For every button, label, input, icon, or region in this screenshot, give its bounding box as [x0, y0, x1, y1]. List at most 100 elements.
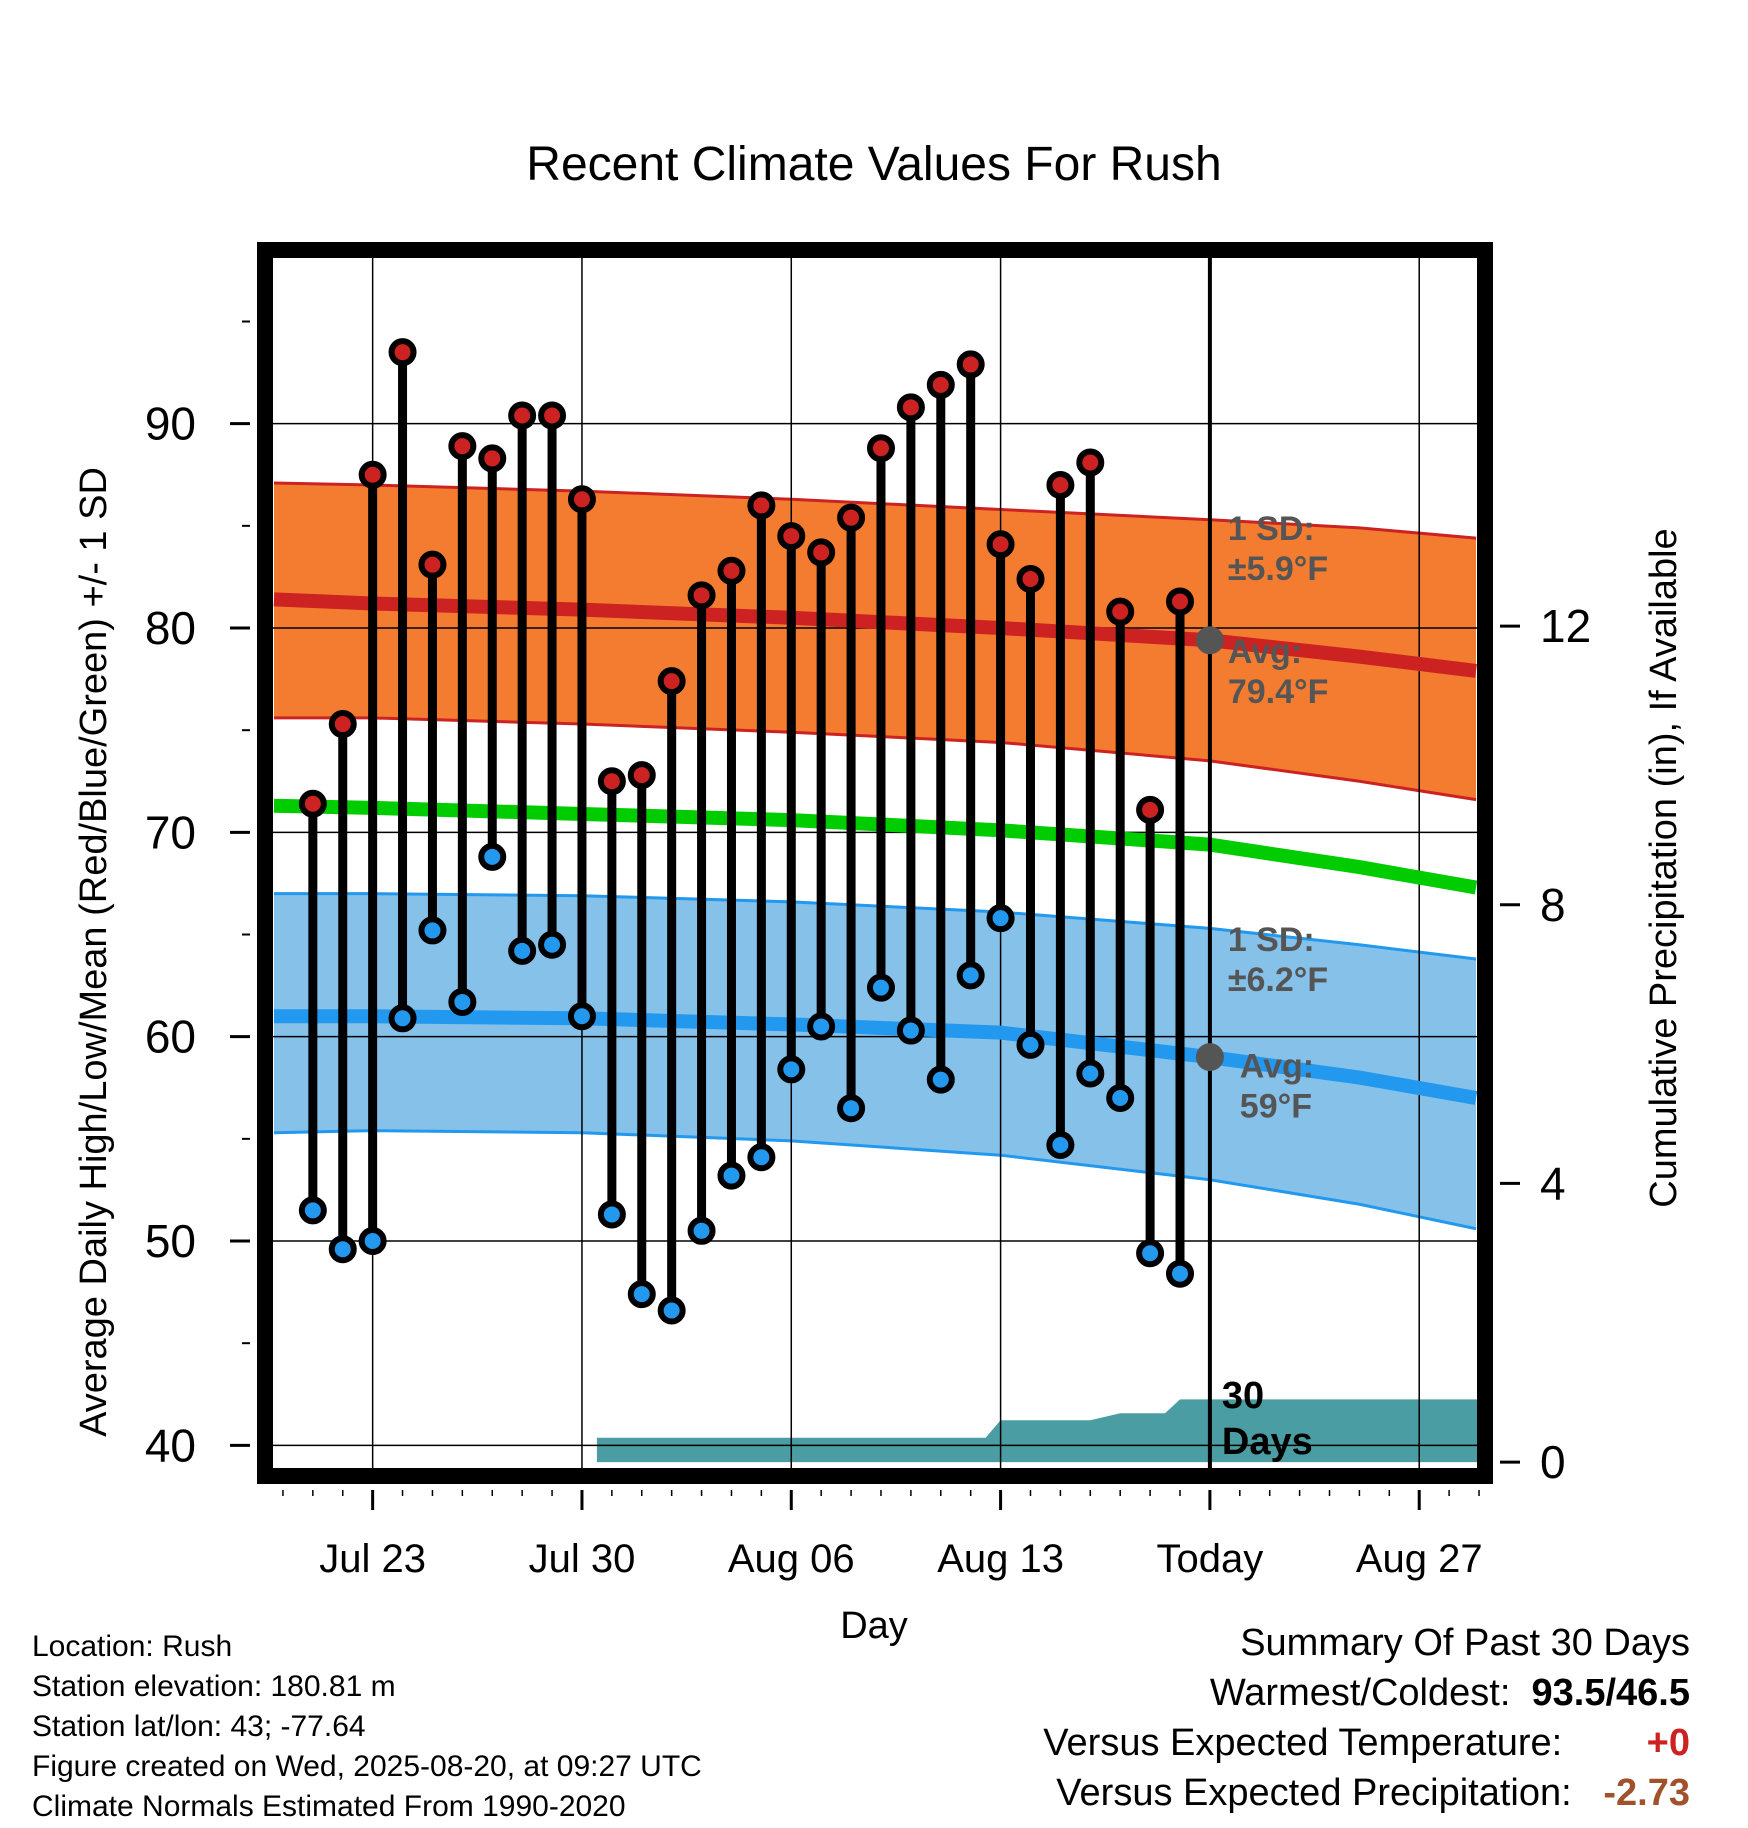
- sd-annotation: 1 SD:: [1228, 510, 1315, 548]
- y-tick-label: 90: [145, 398, 196, 450]
- sd-annotation: Avg:: [1240, 1048, 1314, 1086]
- summary-precip: Versus Expected Precipitation: -2.73: [1056, 1772, 1690, 1815]
- warmest-value: 93.5/46.5: [1531, 1672, 1690, 1714]
- high-sd-upper-line: [273, 481, 1477, 540]
- high-point: [896, 393, 925, 422]
- x-tick-label: Aug 06: [728, 1537, 855, 1581]
- high-point: [866, 434, 895, 463]
- high-point: [478, 444, 507, 473]
- low-point: [418, 916, 447, 945]
- created-line: Figure created on Wed, 2025-08-20, at 09…: [32, 1750, 702, 1783]
- low-point: [478, 842, 507, 871]
- high-point: [1046, 470, 1075, 499]
- low-sd-lower-line: [273, 1129, 1477, 1231]
- elevation-line: Station elevation: 180.81 m: [32, 1670, 396, 1703]
- temp-label: Versus Expected Temperature:: [1043, 1722, 1563, 1764]
- high-point: [747, 491, 776, 520]
- high-point: [956, 350, 985, 379]
- high-point: [1166, 587, 1194, 616]
- y2-tick-label: 4: [1540, 1157, 1566, 1209]
- low-point: [358, 1227, 387, 1256]
- high-sd-lower-line: [273, 716, 1477, 802]
- low-point: [807, 1012, 836, 1041]
- low-point: [1166, 1259, 1194, 1288]
- sd-annotation: ±5.9°F: [1228, 550, 1328, 588]
- low-point: [986, 904, 1015, 933]
- y-axis-label: Average Daily High/Low/Mean (Red/Blue/Gr…: [73, 467, 115, 1437]
- high-point: [807, 538, 836, 567]
- today-avg-marker: [1195, 1043, 1224, 1072]
- today-days-label: 30: [1222, 1375, 1264, 1417]
- plot-inner: [265, 250, 1485, 1476]
- y2-tick-label: 12: [1540, 600, 1591, 652]
- sd-annotation: 1 SD:: [1228, 921, 1315, 959]
- x-tick-label: Jul 23: [319, 1537, 426, 1581]
- today-days-label: Days: [1222, 1421, 1313, 1463]
- y2-tick-label: 0: [1540, 1436, 1566, 1488]
- summary-warmest: Warmest/Coldest: 93.5/46.5: [1210, 1672, 1690, 1715]
- mean-line: [273, 798, 1478, 895]
- sd-annotation: Avg:: [1228, 633, 1302, 671]
- x-tick-label: Jul 30: [529, 1537, 636, 1581]
- high-point: [1016, 564, 1045, 593]
- high-point: [926, 370, 955, 399]
- low-point: [747, 1143, 776, 1172]
- low-point: [298, 1196, 327, 1225]
- summary-temp: Versus Expected Temperature: +0: [1043, 1722, 1690, 1765]
- low-point: [627, 1280, 656, 1309]
- low-point: [328, 1235, 357, 1264]
- low-point: [448, 987, 477, 1016]
- low-point: [896, 1016, 925, 1045]
- high-point: [777, 522, 806, 551]
- low-point: [538, 930, 567, 959]
- low-sd-upper-line: [273, 892, 1477, 961]
- y2-tick-label: 8: [1540, 879, 1566, 931]
- high-point: [657, 667, 686, 696]
- high-point: [687, 581, 716, 610]
- low-point: [1136, 1239, 1165, 1268]
- low-point: [597, 1200, 626, 1229]
- low-point: [567, 1002, 596, 1031]
- high-point: [538, 401, 567, 430]
- low-point: [837, 1094, 866, 1123]
- low-point: [657, 1296, 686, 1325]
- low-point: [926, 1065, 955, 1094]
- y-tick-label: 40: [145, 1419, 196, 1471]
- high-point: [448, 432, 477, 461]
- chart-title: Recent Climate Values For Rush: [526, 138, 1221, 191]
- summary-title: Summary Of Past 30 Days: [1240, 1622, 1690, 1664]
- low-point: [717, 1161, 746, 1190]
- plot-frame: [257, 242, 1493, 1484]
- latlon-line: Station lat/lon: 43; -77.64: [32, 1710, 366, 1743]
- high-point: [358, 460, 387, 489]
- normals-line: Climate Normals Estimated From 1990-2020: [32, 1790, 626, 1823]
- precip-value: -2.73: [1603, 1772, 1690, 1814]
- low-point: [956, 961, 985, 990]
- x-axis-label: Day: [840, 1605, 908, 1647]
- today-avg-marker: [1195, 626, 1224, 655]
- low-point: [777, 1055, 806, 1084]
- low-point: [1016, 1030, 1045, 1059]
- low-point: [1076, 1059, 1105, 1088]
- high-point: [986, 530, 1015, 559]
- low-point: [1046, 1130, 1075, 1159]
- high-point: [1076, 448, 1105, 477]
- sd-annotation: 59°F: [1240, 1088, 1312, 1126]
- high-point: [837, 503, 866, 532]
- location-line: Location: Rush: [32, 1630, 233, 1663]
- x-tick-label: Aug 13: [937, 1537, 1064, 1581]
- high-point: [567, 485, 596, 514]
- low-point: [866, 973, 895, 1002]
- high-point: [1106, 597, 1135, 626]
- high-avg-line: [273, 592, 1477, 678]
- temp-value: +0: [1646, 1722, 1690, 1764]
- low-point: [1106, 1083, 1135, 1112]
- precip-area: [596, 1399, 1485, 1463]
- high-point: [388, 338, 417, 367]
- high-point: [298, 789, 327, 818]
- high-point: [597, 767, 626, 796]
- y-tick-label: 50: [145, 1215, 196, 1267]
- high-point: [418, 550, 447, 579]
- x-tick-label: Aug 27: [1356, 1537, 1483, 1581]
